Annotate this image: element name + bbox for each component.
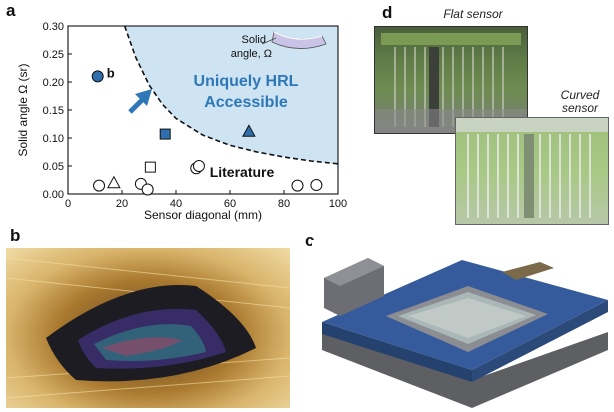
flat-sensor-label: Flat sensor [443, 7, 503, 21]
x-axis-ticks: 0 20 40 60 80 100 [65, 190, 347, 210]
region-label-line2: Accessible [204, 94, 288, 111]
sensor-package-photo [312, 240, 608, 408]
panel-c-label: c [305, 231, 315, 250]
hrl-point [159, 128, 171, 140]
x-tick-label: 80 [278, 198, 290, 210]
y-tick-label: 0.10 [43, 133, 64, 145]
boundary-curve [123, 26, 338, 165]
curved-sensor-label-line1: Curved [560, 88, 600, 102]
solid-angle-chart: 0 20 40 60 80 100 0.00 0.05 0.10 0.15 0.20 0.25 0.3… [16, 21, 347, 222]
x-tick-label: 20 [116, 198, 128, 210]
y-tick-label: 0.25 [43, 49, 64, 61]
flat-sensor-image [374, 26, 528, 134]
literature-point [144, 161, 156, 173]
literature-point [93, 179, 106, 192]
curved-sensor-image [455, 117, 609, 225]
x-tick-label: 100 [329, 198, 347, 210]
curved-sensor-photo [6, 248, 290, 408]
y-tick-label: 0.30 [43, 21, 64, 33]
inset-label-line1: Solid [242, 34, 266, 46]
literature-point [310, 179, 323, 192]
y-tick-label: 0.20 [43, 77, 64, 89]
point-b-label: b [107, 65, 115, 80]
literature-point [107, 175, 121, 189]
y-axis-label: Solid angle Ω (sr) [16, 63, 30, 156]
hrl-accessible-region [124, 26, 338, 164]
curved-sensor-label-line2: sensor [561, 101, 599, 115]
y-tick-label: 0.00 [43, 189, 64, 201]
arrow-icon [128, 89, 152, 114]
y-axis-ticks: 0.00 0.05 0.10 0.15 0.20 0.25 0.30 [43, 21, 72, 201]
y-tick-label: 0.05 [43, 161, 64, 173]
literature-point [141, 183, 154, 196]
inset-label-line2: angle, Ω [231, 48, 272, 60]
panel-d-label: d [382, 3, 393, 22]
panel-a-label: a [6, 1, 16, 20]
literature-label: Literature [210, 164, 275, 180]
hrl-point [91, 70, 104, 83]
y-tick-label: 0.15 [43, 105, 64, 117]
panel-b-label: b [10, 226, 21, 245]
x-tick-label: 60 [224, 198, 236, 210]
hrl-point [242, 124, 256, 137]
x-tick-label: 40 [170, 198, 182, 210]
x-axis-label: Sensor diagonal (mm) [144, 208, 262, 222]
solid-angle-icon [261, 31, 327, 49]
region-label-line1: Uniquely HRL [194, 73, 299, 90]
x-tick-label: 0 [65, 198, 71, 210]
literature-point [291, 179, 304, 192]
literature-point [192, 160, 205, 172]
